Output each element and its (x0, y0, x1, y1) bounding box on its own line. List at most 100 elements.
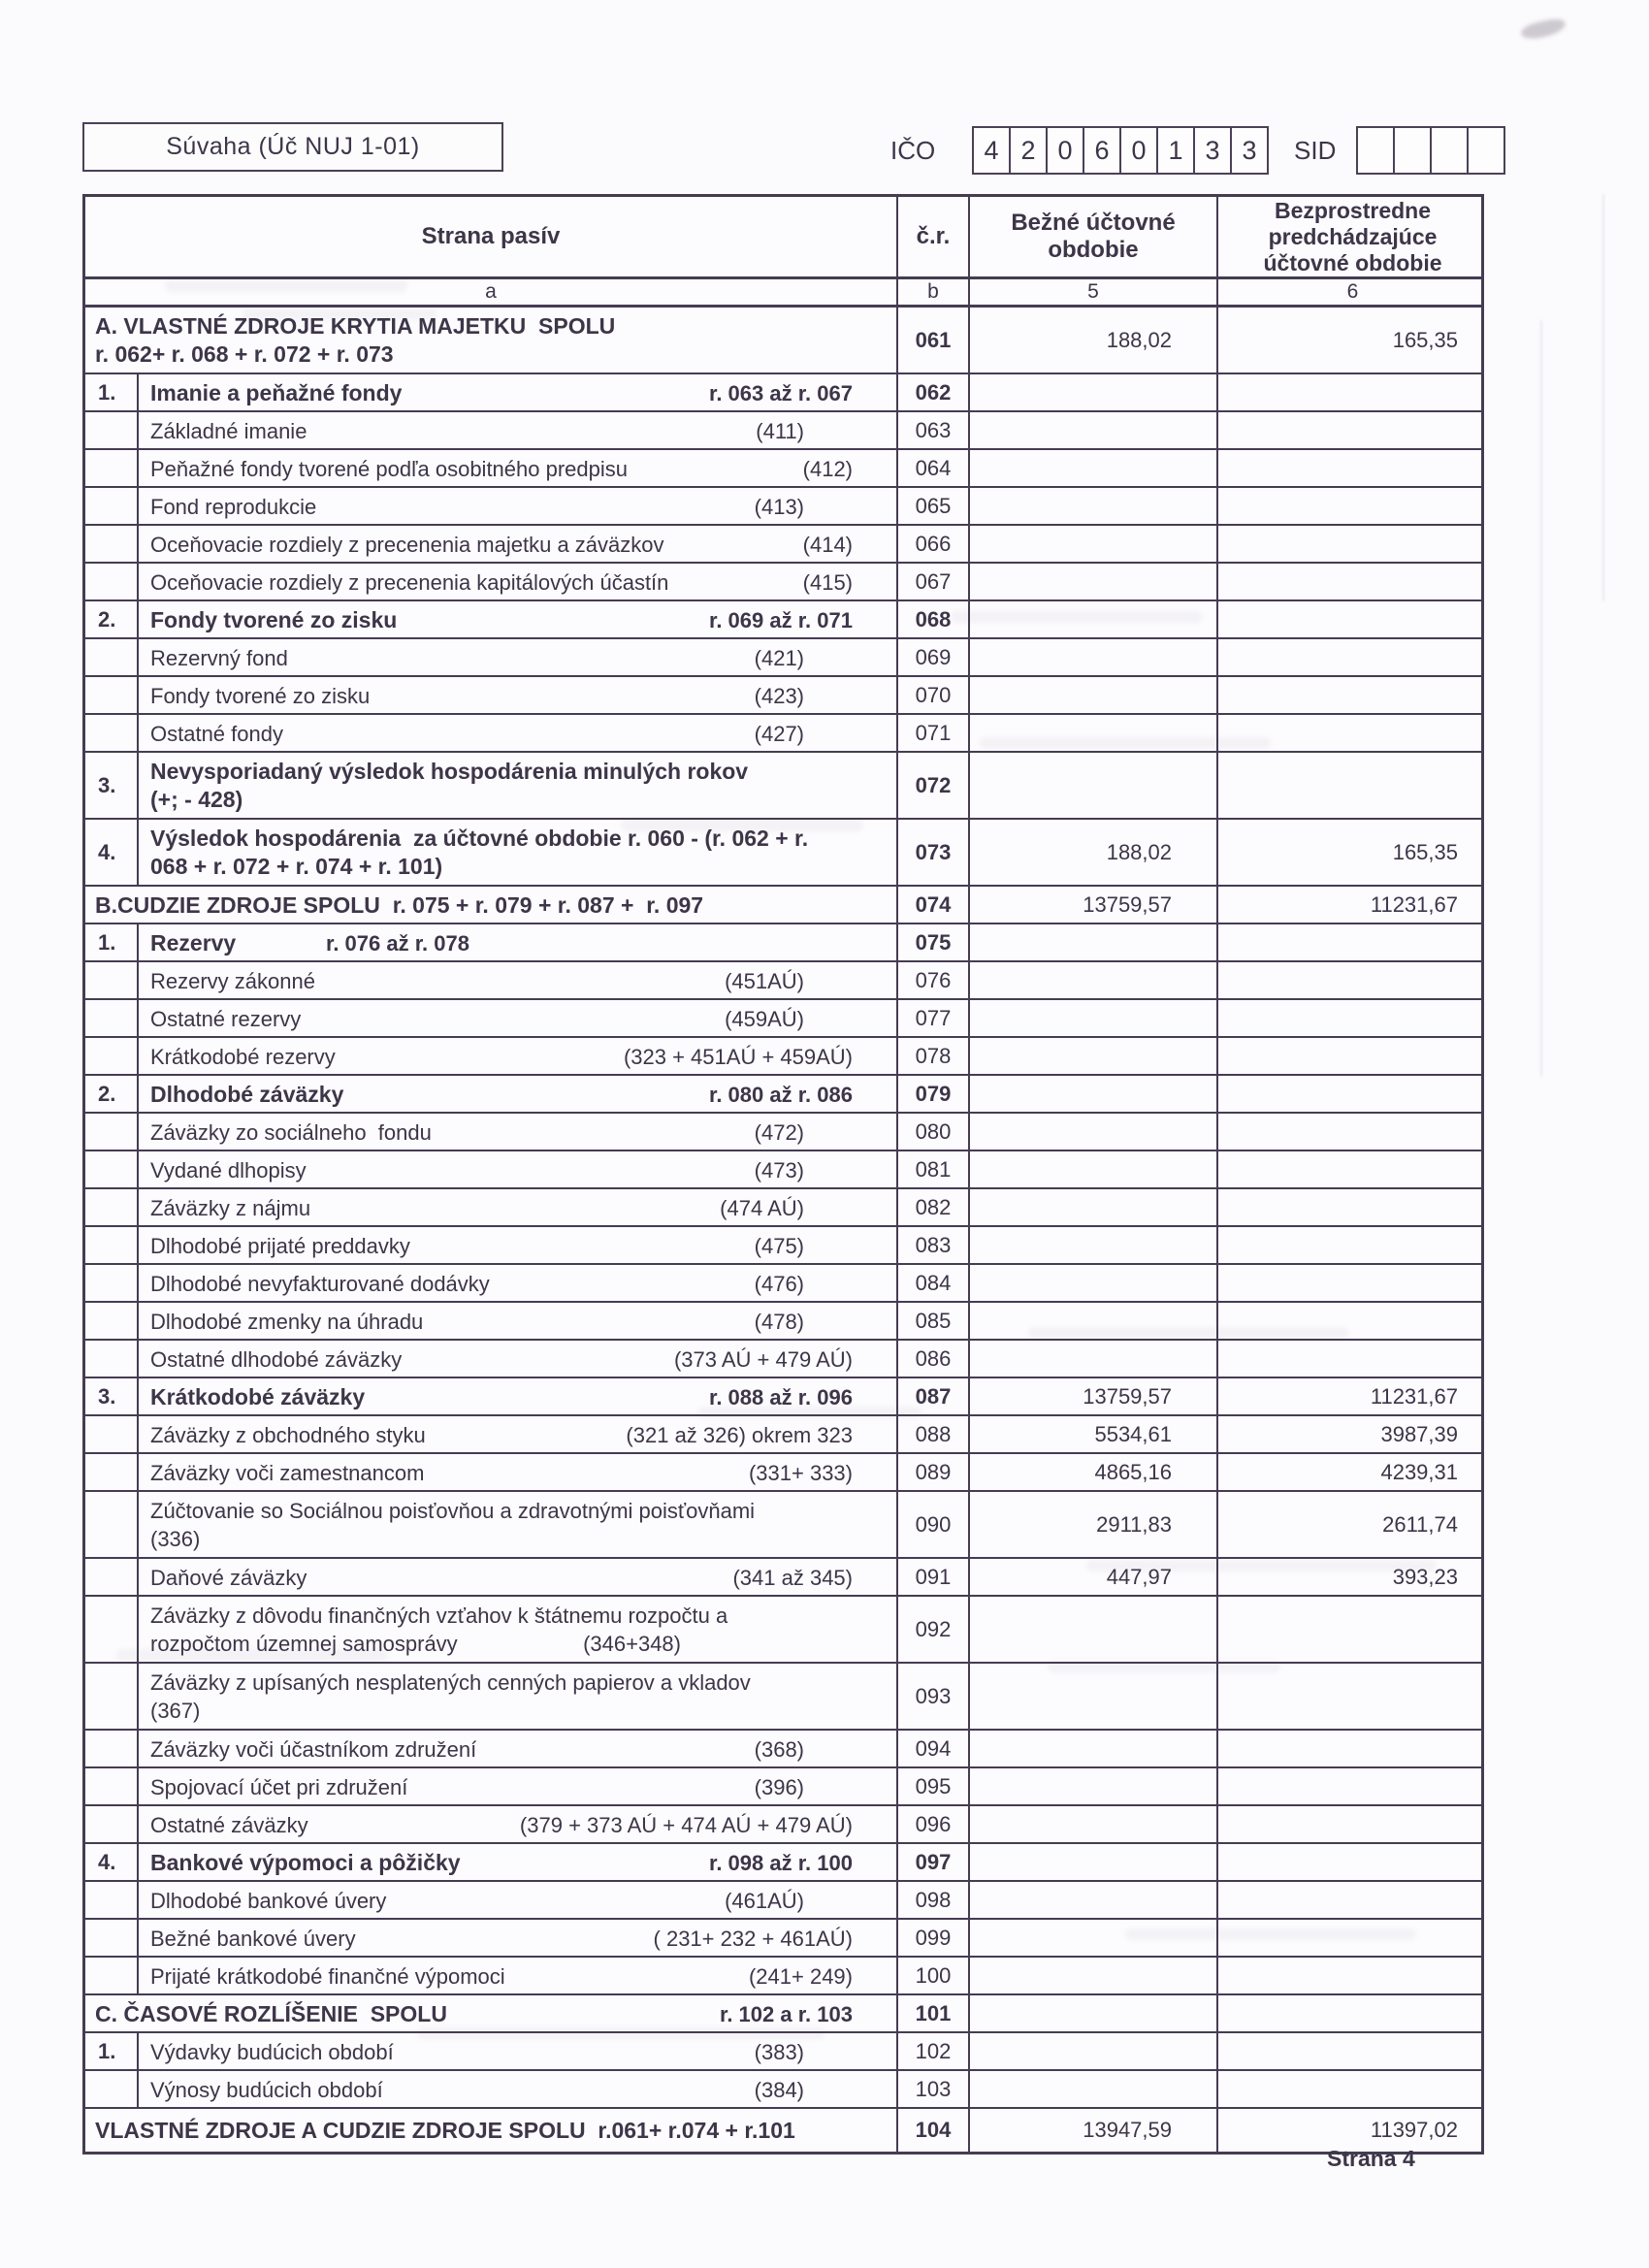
row-line: Dlhodobé záväzky r. 080 až r. 086 (150, 1081, 896, 1109)
row-label-cell: Vydané dlhopisy (473) (139, 1151, 898, 1187)
row-label: Krátkodobé rezervy (150, 1044, 336, 1069)
table-row: Záväzky zo sociálneho fondu (472) 080 (85, 1114, 1481, 1151)
table-row: Vydané dlhopisy (473) 081 (85, 1151, 1481, 1189)
account-code: (459AÚ) (725, 1006, 804, 1031)
row-label-cell: Zúčtovanie so Sociálnou poisťovňou a zdr… (139, 1492, 898, 1557)
table-row: Zúčtovanie so Sociálnou poisťovňou a zdr… (85, 1492, 1481, 1559)
row-label: Ostatné fondy (150, 721, 283, 746)
row-value-previous: 4239,31 (1380, 1459, 1458, 1484)
row-line: Spojovací účet pri združení (396) (150, 1773, 896, 1801)
row-label: (+; - 428) (150, 787, 243, 812)
row-line: Dlhodobé nevyfakturované dodávky (476) (150, 1270, 896, 1298)
row-cr-cell: 083 (898, 1227, 970, 1263)
row-cr: 103 (915, 2076, 952, 2101)
row-value-current (970, 1768, 1218, 1804)
row-number-cell: 3. (85, 1378, 139, 1414)
row-label-cell: Základné imanie (411) (139, 412, 898, 448)
row-label: Fondy tvorené zo zisku (150, 683, 371, 708)
row-number-cell (85, 1454, 139, 1490)
row-line: (367) (150, 1697, 896, 1725)
row-label-cell: Ostatné dlhodobé záväzky (373 AÚ + 479 AÚ… (139, 1341, 898, 1377)
row-value-previous (1218, 1038, 1487, 1074)
row-label: Daňové záväzky (150, 1565, 307, 1590)
table-row: 4. Bankové výpomoci a pôžičky r. 098 až r.… (85, 1844, 1481, 1882)
row-label-cell: C. ČASOVÉ ROZLÍŠENIE SPOLU r. 102 a r. 10… (85, 1995, 898, 2031)
row-label-cell: Oceňovacie rozdiely z precenenia majetku… (139, 526, 898, 562)
row-value-previous (1218, 374, 1487, 410)
col-header-cr: č.r. (898, 197, 970, 276)
row-value-current (970, 526, 1218, 562)
row-value-previous (1218, 450, 1487, 486)
row-cr-cell: 077 (898, 1000, 970, 1036)
row-value-current: 13759,57 (970, 1378, 1218, 1414)
row-cr: 061 (915, 327, 952, 352)
row-number-cell (85, 1265, 139, 1301)
sid-label: SID (1294, 136, 1337, 165)
balance-sheet-table: Strana pasív č.r. Bežné účtovné obdobie … (82, 194, 1484, 2155)
table-row: Záväzky z nájmu (474 AÚ) 082 (85, 1189, 1481, 1227)
row-cr-cell: 091 (898, 1559, 970, 1595)
row-label-cell: Fondy tvorené zo zisku r. 069 až r. 071 (139, 601, 898, 637)
row-cr-cell: 065 (898, 488, 970, 524)
col-header-current-period: Bežné účtovné obdobie (970, 197, 1218, 276)
row-label: Rezervný fond (150, 645, 288, 670)
table-row: Krátkodobé rezervy (323 + 451AÚ + 459AÚ) 0… (85, 1038, 1481, 1076)
account-code: r. 102 a r. 103 (719, 2001, 853, 2026)
row-cr-cell: 103 (898, 2071, 970, 2107)
row-value-previous (1218, 1768, 1487, 1804)
row-label: B.CUDZIE ZDROJE SPOLU r. 075 + r. 079 + … (95, 891, 704, 918)
row-cr: 080 (915, 1118, 952, 1144)
row-cr: 099 (915, 1925, 952, 1950)
subheader-6: 6 (1346, 280, 1359, 303)
row-number-cell (85, 1114, 139, 1150)
account-code: (473) (754, 1157, 804, 1183)
row-label-cell: Fond reprodukcie (413) (139, 488, 898, 524)
row-line: C. ČASOVÉ ROZLÍŠENIE SPOLU r. 102 a r. 10… (95, 2000, 896, 2028)
row-number-cell (85, 2071, 139, 2107)
col-header-strana-pasiv: Strana pasív (85, 197, 898, 276)
row-label-cell: Rezervy zákonné (451AÚ) (139, 962, 898, 998)
row-label-cell: Dlhodobé záväzky r. 080 až r. 086 (139, 1076, 898, 1112)
table-row: Výnosy budúcich období (384) 103 (85, 2071, 1481, 2109)
row-cr: 073 (915, 839, 952, 864)
row-line: r. 062+ r. 068 + r. 072 + r. 073 (95, 340, 896, 369)
row-label-cell: Výdavky budúcich období (383) (139, 2033, 898, 2069)
row-line: VLASTNÉ ZDROJE A CUDZIE ZDROJE SPOLU r.0… (95, 2117, 896, 2145)
row-cr-cell: 074 (898, 887, 970, 923)
table-row: 1. Výdavky budúcich období (383) 102 (85, 2033, 1481, 2071)
account-code: r. 069 až r. 071 (708, 607, 853, 632)
row-number-cell: 3. (85, 753, 139, 818)
row-value-previous (1218, 1920, 1487, 1956)
row-cr-cell: 081 (898, 1151, 970, 1187)
table-row: 4. Výsledok hospodárenia za účtovné obdob… (85, 820, 1481, 887)
row-number-cell (85, 1227, 139, 1263)
account-code: (383) (754, 2039, 804, 2064)
row-label-cell: Peňažné fondy tvorené podľa osobitného p… (139, 450, 898, 486)
row-cr-cell: 076 (898, 962, 970, 998)
row-value-current (970, 1664, 1218, 1729)
account-code: (415) (802, 569, 853, 595)
row-line: Záväzky z dôvodu finančných vzťahov k št… (150, 1602, 896, 1630)
row-number-cell: 4. (85, 820, 139, 885)
row-value-previous (1218, 1076, 1487, 1112)
row-line: Záväzky zo sociálneho fondu (472) (150, 1118, 896, 1147)
row-cr-cell: 089 (898, 1454, 970, 1490)
row-label: Základné imanie (150, 418, 307, 443)
row-label-cell: Ostatné rezervy (459AÚ) (139, 1000, 898, 1036)
row-cr-cell: 087 (898, 1378, 970, 1414)
account-code: (476) (754, 1271, 804, 1296)
row-value-current (970, 1189, 1218, 1225)
account-code: (423) (754, 683, 804, 708)
subheader-a: a (85, 279, 898, 305)
row-value-previous (1218, 924, 1487, 960)
row-label-cell: Daňové záväzky (341 až 345) (139, 1559, 898, 1595)
row-line: Oceňovacie rozdiely z precenenia majetku… (150, 531, 896, 559)
row-value-current (970, 1265, 1218, 1301)
row-cr-cell: 096 (898, 1806, 970, 1842)
account-code: (478) (754, 1309, 804, 1334)
row-line: rozpočtom územnej samosprávy (346+348) (150, 1630, 896, 1658)
row-label-cell: Záväzky voči zamestnancom (331+ 333) (139, 1454, 898, 1490)
row-cr: 069 (915, 644, 952, 669)
row-value-current (970, 753, 1218, 818)
